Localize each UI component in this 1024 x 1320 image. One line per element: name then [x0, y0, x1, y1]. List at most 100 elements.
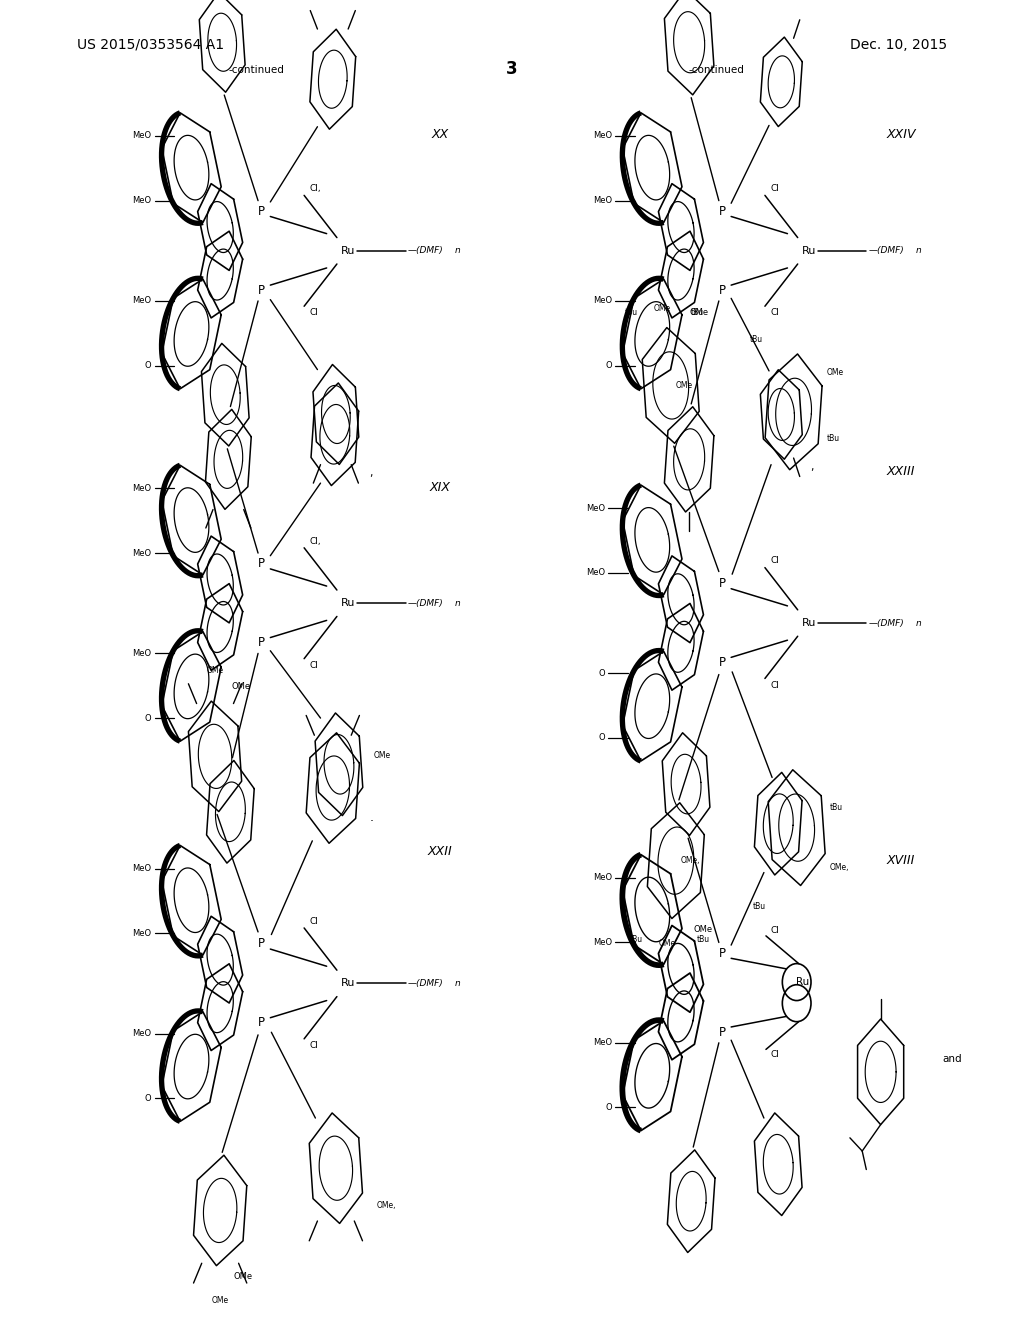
Text: and: and	[942, 1053, 962, 1064]
Text: XXIII: XXIII	[887, 465, 915, 478]
Text: XX: XX	[432, 128, 449, 141]
Text: n: n	[915, 619, 922, 627]
Text: MeO: MeO	[132, 1030, 152, 1038]
Text: tBu: tBu	[753, 903, 766, 911]
Text: OMe: OMe	[231, 682, 250, 690]
Text: Ru: Ru	[802, 246, 816, 256]
Text: O: O	[145, 1094, 152, 1102]
Text: O: O	[606, 362, 612, 370]
Text: —(DMF): —(DMF)	[868, 247, 904, 255]
Text: XVIII: XVIII	[887, 854, 915, 867]
Text: tBu: tBu	[630, 936, 643, 944]
Text: MeO: MeO	[593, 1039, 612, 1047]
Text: P: P	[719, 205, 725, 218]
Text: MeO: MeO	[132, 297, 152, 305]
Text: n: n	[455, 979, 461, 987]
Text: MeO: MeO	[586, 569, 605, 577]
Text: XIX: XIX	[430, 480, 451, 494]
Text: MeO: MeO	[593, 874, 612, 882]
Text: tBu: tBu	[750, 335, 763, 343]
Text: —(DMF): —(DMF)	[408, 599, 443, 607]
Text: OMe: OMe	[654, 305, 671, 313]
Text: Ru: Ru	[341, 978, 355, 989]
Text: Ru: Ru	[802, 618, 816, 628]
Text: MeO: MeO	[593, 197, 612, 205]
Text: OMe: OMe	[826, 368, 844, 376]
Text: P: P	[719, 1026, 725, 1039]
Text: Cl: Cl	[770, 927, 779, 935]
Text: P: P	[719, 656, 725, 669]
Text: —(DMF): —(DMF)	[868, 619, 904, 627]
Text: O: O	[599, 669, 605, 677]
Text: n: n	[915, 247, 922, 255]
Text: Ru: Ru	[341, 246, 355, 256]
Text: Cl: Cl	[309, 661, 318, 669]
Text: O: O	[145, 362, 152, 370]
Text: O: O	[145, 714, 152, 722]
Text: P: P	[258, 205, 264, 218]
Text: OMe: OMe	[659, 940, 676, 948]
Text: Cl: Cl	[770, 681, 779, 689]
Text: XXII: XXII	[428, 845, 453, 858]
Text: O: O	[599, 734, 605, 742]
Text: P: P	[258, 284, 264, 297]
Text: Dec. 10, 2015: Dec. 10, 2015	[850, 38, 947, 51]
Text: O: O	[606, 1104, 612, 1111]
Text: OMe: OMe	[690, 309, 709, 317]
Text: P: P	[719, 946, 725, 960]
Text: Ru: Ru	[341, 598, 355, 609]
Text: OMe: OMe	[207, 667, 223, 675]
Text: XXIV: XXIV	[887, 128, 915, 141]
Text: n: n	[455, 247, 461, 255]
Text: tBu: tBu	[696, 936, 710, 944]
Text: —(DMF): —(DMF)	[408, 247, 443, 255]
Text: P: P	[719, 577, 725, 590]
Text: MeO: MeO	[593, 132, 612, 140]
Text: tBu: tBu	[826, 434, 840, 442]
Text: tBu: tBu	[829, 804, 843, 812]
Text: OMe: OMe	[212, 1296, 228, 1304]
Text: OMe: OMe	[694, 925, 713, 933]
Text: Cl: Cl	[770, 185, 779, 193]
Text: MeO: MeO	[593, 939, 612, 946]
Text: P: P	[258, 1016, 264, 1030]
Text: n: n	[455, 599, 461, 607]
Text: MeO: MeO	[132, 484, 152, 492]
Text: OMe,: OMe,	[377, 1201, 396, 1209]
Text: OMe,: OMe,	[681, 857, 700, 865]
Text: P: P	[719, 284, 725, 297]
Text: tBu: tBu	[691, 309, 705, 317]
Text: .: .	[370, 810, 374, 824]
Text: P: P	[258, 557, 264, 570]
Text: Ru: Ru	[797, 977, 809, 987]
Text: P: P	[258, 636, 264, 649]
Text: 3: 3	[506, 59, 518, 78]
Text: MeO: MeO	[132, 549, 152, 557]
Text: Cl: Cl	[309, 917, 318, 925]
Text: Cl: Cl	[309, 1041, 318, 1049]
Text: P: P	[258, 937, 264, 950]
Text: Cl,: Cl,	[309, 185, 321, 193]
Text: MeO: MeO	[586, 504, 605, 512]
Text: -continued: -continued	[689, 65, 744, 75]
Text: MeO: MeO	[132, 649, 152, 657]
Text: MeO: MeO	[132, 865, 152, 873]
Text: Cl: Cl	[770, 309, 779, 317]
Text: OMe: OMe	[676, 381, 693, 389]
Text: MeO: MeO	[132, 929, 152, 937]
Text: -continued: -continued	[228, 65, 284, 75]
Text: Cl: Cl	[309, 309, 318, 317]
Text: OMe,: OMe,	[829, 863, 849, 871]
Text: Cl: Cl	[770, 557, 779, 565]
Text: OMe: OMe	[233, 1272, 252, 1280]
Text: MeO: MeO	[132, 197, 152, 205]
Text: MeO: MeO	[593, 297, 612, 305]
Text: US 2015/0353564 A1: US 2015/0353564 A1	[77, 38, 224, 51]
Text: Cl,: Cl,	[309, 537, 321, 545]
Text: OMe: OMe	[374, 751, 391, 759]
Text: MeO: MeO	[132, 132, 152, 140]
Text: ,: ,	[369, 467, 373, 478]
Text: tBu: tBu	[625, 309, 638, 317]
Text: —(DMF): —(DMF)	[408, 979, 443, 987]
Text: ,: ,	[810, 462, 814, 473]
